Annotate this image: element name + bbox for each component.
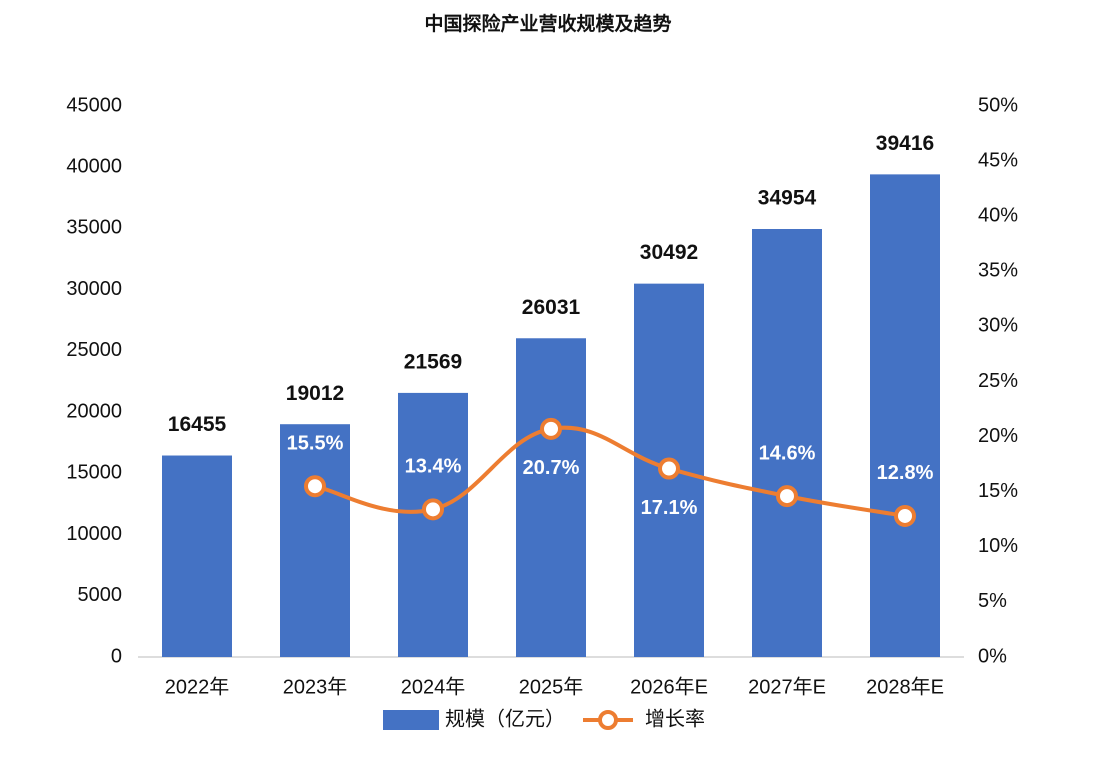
value-label: 19012 (286, 382, 344, 405)
line-marker (304, 475, 326, 498)
y2-tick-label: 20% (978, 425, 1018, 447)
bar (516, 338, 586, 657)
y-tick-label: 45000 (66, 94, 122, 116)
bar (870, 174, 940, 657)
line-marker (658, 457, 680, 480)
bar (752, 229, 822, 657)
value-label: 15.5% (287, 432, 344, 454)
y2-tick-label: 40% (978, 204, 1018, 226)
chart-title: 中国探险产业营收规模及趋势 (424, 12, 671, 35)
y2-tick-label: 15% (978, 480, 1018, 502)
bar (398, 392, 468, 657)
y2-tick-label: 35% (978, 260, 1018, 282)
y-tick-label: 0 (111, 645, 122, 667)
line-marker (422, 498, 444, 521)
value-label: 34954 (758, 187, 817, 210)
value-label: 17.1% (641, 497, 698, 519)
y2-tick-label: 5% (978, 590, 1007, 612)
value-label: 39416 (876, 132, 934, 155)
value-label: 14.6% (759, 442, 816, 464)
y2-tick-label: 10% (978, 535, 1018, 557)
x-tick-label: 2024年 (401, 675, 466, 698)
y2-tick-label: 30% (978, 315, 1018, 337)
x-tick-label: 2025年 (519, 675, 584, 698)
x-tick-label: 2022年 (165, 675, 230, 698)
legend-swatch (598, 710, 618, 730)
y2-tick-label: 45% (978, 149, 1018, 171)
y-tick-label: 40000 (66, 156, 122, 178)
legend-label: 增长率 (645, 707, 705, 730)
value-label: 20.7% (523, 457, 580, 479)
line-marker (894, 504, 916, 527)
y-tick-label: 25000 (66, 339, 122, 361)
x-tick-label: 2027年E (748, 675, 826, 698)
legend-label: 规模（亿元） (445, 707, 565, 730)
bar (280, 424, 350, 657)
value-label: 26031 (522, 296, 581, 319)
y2-tick-label: 50% (978, 94, 1018, 116)
x-tick-label: 2028年E (866, 675, 944, 698)
x-tick-label: 2026年E (630, 675, 708, 698)
bar (162, 455, 232, 657)
y-tick-label: 5000 (78, 584, 123, 606)
y-tick-label: 10000 (66, 523, 122, 545)
y2-tick-label: 0% (978, 645, 1007, 667)
value-label: 21569 (404, 350, 462, 373)
value-label: 13.4% (405, 456, 462, 478)
legend-swatch (383, 710, 439, 730)
y-tick-label: 35000 (66, 217, 122, 239)
y-tick-label: 15000 (66, 462, 122, 484)
y-tick-label: 30000 (66, 278, 122, 300)
y-tick-label: 20000 (66, 400, 122, 422)
y2-tick-label: 25% (978, 370, 1018, 392)
line-marker (776, 485, 798, 508)
value-label: 12.8% (877, 462, 934, 484)
line-marker (540, 417, 562, 440)
value-label: 16455 (168, 413, 227, 436)
x-tick-label: 2023年 (283, 675, 348, 698)
value-label: 30492 (640, 241, 698, 264)
